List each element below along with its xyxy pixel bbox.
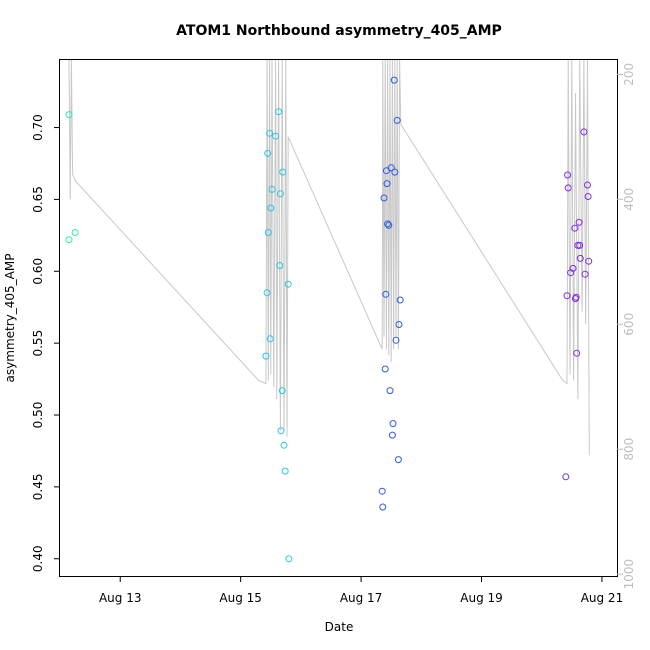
data-point-2-6 xyxy=(383,180,391,188)
data-point-0-2 xyxy=(71,229,79,236)
data-point-3-5 xyxy=(569,264,577,272)
data-point-1-11 xyxy=(276,190,284,198)
data-point-1-1 xyxy=(263,289,271,297)
data-point-2-19 xyxy=(396,296,404,304)
data-point-2-9 xyxy=(386,387,394,395)
y-tick-label-2: 0.50 xyxy=(31,402,45,429)
data-point-3-12 xyxy=(576,241,584,249)
plot-frame xyxy=(59,59,618,577)
data-point-1-15 xyxy=(280,441,288,449)
data-point-1-4 xyxy=(266,129,274,137)
data-point-3-18 xyxy=(585,257,593,265)
data-point-2-0 xyxy=(378,487,386,495)
data-point-2-1 xyxy=(379,503,387,511)
data-point-2-3 xyxy=(381,365,389,373)
data-point-3-17 xyxy=(584,193,592,200)
data-point-3-2 xyxy=(564,171,572,179)
x-tick-label-1: Aug 15 xyxy=(219,591,262,605)
data-point-1-9 xyxy=(275,108,283,116)
data-point-1-7 xyxy=(268,185,276,193)
x-tick-label-4: Aug 21 xyxy=(581,591,624,605)
y2-tick-label-1: 400 xyxy=(622,188,636,211)
data-point-3-1 xyxy=(563,292,571,300)
x-tick-label-0: Aug 13 xyxy=(99,591,142,605)
data-point-0-1 xyxy=(65,236,73,244)
data-point-2-2 xyxy=(380,194,388,202)
data-point-1-18 xyxy=(285,555,293,563)
y-tick-label-4: 0.60 xyxy=(31,258,45,285)
y-tick-label-5: 0.65 xyxy=(31,186,45,213)
data-point-2-13 xyxy=(390,76,398,84)
pressure-line xyxy=(68,59,590,456)
data-point-2-7 xyxy=(384,220,392,228)
data-point-3-8 xyxy=(572,293,580,301)
y-axis-label: asymmetry_405_AMP xyxy=(3,254,17,383)
pressure-layer xyxy=(68,59,590,456)
data-point-3-0 xyxy=(562,473,570,481)
y2-tick-label-3: 800 xyxy=(622,438,636,461)
y-axis: 0.40 0.45 0.50 0.55 0.60 0.65 0.70 xyxy=(31,114,60,572)
data-point-2-17 xyxy=(394,456,402,464)
x-axis-label: Date xyxy=(325,620,354,634)
data-point-2-15 xyxy=(392,336,400,344)
data-point-2-8 xyxy=(385,221,393,229)
data-point-2-16 xyxy=(393,116,401,124)
y2-tick-label-4: 1000 xyxy=(622,559,636,590)
y2-axis: 200 400 600 800 1000 xyxy=(617,63,636,589)
data-point-3-15 xyxy=(581,270,589,278)
data-point-2-10 xyxy=(387,164,395,172)
data-point-3-14 xyxy=(580,128,588,136)
data-point-1-17 xyxy=(284,280,292,288)
data-point-0-0 xyxy=(65,111,73,119)
data-point-1-2 xyxy=(264,149,272,157)
data-point-3-11 xyxy=(575,218,583,226)
data-point-1-16 xyxy=(281,467,289,475)
points-layer xyxy=(65,76,593,563)
data-point-1-14 xyxy=(279,168,287,176)
y2-tick-label-0: 200 xyxy=(622,63,636,86)
data-point-3-6 xyxy=(571,224,579,232)
chart-title: ATOM1 Northbound asymmetry_405_AMP xyxy=(176,23,502,39)
y2-tick-label-2: 600 xyxy=(622,313,636,336)
y-tick-label-1: 0.45 xyxy=(31,474,45,501)
data-point-3-16 xyxy=(584,181,591,189)
data-point-3-9 xyxy=(573,349,581,357)
x-axis: Aug 13 Aug 15 Aug 17 Aug 19 Aug 21 xyxy=(99,576,623,605)
data-point-3-13 xyxy=(576,254,584,262)
data-point-1-5 xyxy=(266,335,274,343)
data-point-2-18 xyxy=(395,321,403,328)
x-tick-label-2: Aug 17 xyxy=(340,591,383,605)
data-point-1-10 xyxy=(276,262,284,269)
y-tick-label-3: 0.55 xyxy=(31,330,45,357)
data-point-2-11 xyxy=(388,431,396,439)
data-point-1-6 xyxy=(267,204,275,212)
data-point-1-0 xyxy=(262,352,270,360)
data-point-1-3 xyxy=(264,229,272,236)
data-point-2-14 xyxy=(391,168,399,176)
data-point-2-12 xyxy=(389,420,397,428)
x-tick-label-3: Aug 19 xyxy=(460,591,503,605)
data-point-3-3 xyxy=(564,184,572,192)
y-tick-label-6: 0.70 xyxy=(31,114,45,141)
data-point-1-12 xyxy=(277,427,285,435)
data-point-1-13 xyxy=(278,387,286,395)
data-point-2-4 xyxy=(382,290,390,298)
y-tick-label-0: 0.40 xyxy=(31,545,45,572)
data-point-1-8 xyxy=(272,132,280,140)
